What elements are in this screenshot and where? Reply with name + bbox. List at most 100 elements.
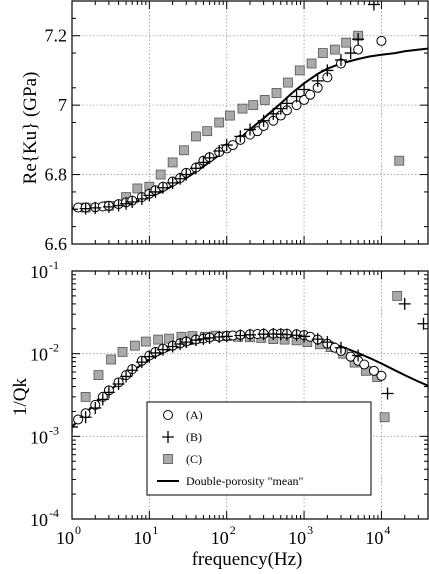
legend-box xyxy=(146,401,372,496)
x-tick-exponent: 1 xyxy=(152,523,158,537)
y-tick-label: 10 xyxy=(30,345,48,365)
legend-label-line: Double-porosity "mean" xyxy=(186,474,304,488)
x-tick-label: 10 xyxy=(56,528,74,548)
point-b xyxy=(197,156,210,169)
point-b xyxy=(267,107,280,120)
point-c xyxy=(271,88,282,98)
point-b xyxy=(143,189,156,202)
point-b xyxy=(102,200,115,213)
panel-re-ku: 6.6 6.8 7 7.2 xyxy=(45,0,429,254)
y-tick-label: 10 xyxy=(30,262,48,282)
point-c xyxy=(80,391,91,402)
point-b xyxy=(79,202,92,215)
point-b xyxy=(120,370,133,383)
point-a xyxy=(368,365,379,376)
point-b xyxy=(203,151,216,164)
point-c xyxy=(117,347,128,357)
point-c xyxy=(294,65,305,76)
point-b xyxy=(96,393,109,406)
point-b xyxy=(367,1,380,11)
point-c xyxy=(248,100,259,111)
legend-marker-c xyxy=(163,454,173,464)
point-b xyxy=(417,317,428,330)
x-tick-label: 10 xyxy=(365,528,383,548)
point-c xyxy=(379,412,390,423)
point-a xyxy=(345,351,356,362)
y-tick-label: 10 xyxy=(30,427,48,447)
point-c xyxy=(317,48,328,58)
x-tick-label: 10 xyxy=(133,528,151,548)
point-b xyxy=(203,331,216,344)
point-c xyxy=(191,131,201,142)
point-b xyxy=(156,181,169,194)
point-b xyxy=(102,386,115,399)
point-b xyxy=(280,97,293,110)
point-c xyxy=(167,157,178,168)
point-b xyxy=(298,83,311,96)
point-b xyxy=(321,336,334,349)
plot-area xyxy=(72,290,428,433)
point-b xyxy=(166,176,179,189)
point-b xyxy=(72,203,78,216)
legend-marker-b xyxy=(162,431,174,443)
point-c xyxy=(283,77,293,88)
point-b xyxy=(189,334,202,347)
point-b xyxy=(135,356,148,369)
point-c xyxy=(259,95,270,105)
point-c xyxy=(140,336,151,347)
legend-label-b: (B) xyxy=(186,430,202,444)
y-tick-label: 10 xyxy=(30,510,48,530)
point-b xyxy=(234,130,247,143)
y-tick-label: 7 xyxy=(58,95,67,115)
point-b xyxy=(290,90,303,103)
plot-frame xyxy=(71,270,429,520)
y-axis-label-inverse-qk: 1/Qk xyxy=(10,378,31,417)
point-b xyxy=(135,192,148,205)
point-b xyxy=(220,330,233,343)
plot-area xyxy=(72,1,428,216)
point-b xyxy=(126,195,139,208)
point-b xyxy=(166,340,179,353)
point-b xyxy=(311,333,324,346)
point-b xyxy=(143,350,156,363)
point-b xyxy=(290,329,303,342)
point-b xyxy=(120,197,133,210)
point-a xyxy=(305,89,316,100)
point-a xyxy=(376,370,387,381)
x-tick-exponent: 3 xyxy=(307,523,313,537)
point-b xyxy=(334,54,347,67)
point-c xyxy=(237,103,248,114)
y-tick-exponent: -1 xyxy=(49,258,59,272)
x-tick-exponent: 4 xyxy=(384,523,390,537)
point-a xyxy=(359,359,370,370)
point-b xyxy=(149,346,162,359)
point-c xyxy=(202,126,213,137)
point-b xyxy=(398,297,411,310)
x-tick-exponent: 0 xyxy=(75,523,81,537)
point-b xyxy=(189,162,202,175)
point-c xyxy=(214,117,225,128)
point-b xyxy=(381,387,394,400)
y-tick-label: 6.8 xyxy=(45,165,68,185)
point-b xyxy=(311,74,324,87)
point-b xyxy=(321,64,334,77)
point-b xyxy=(174,172,187,185)
legend: (A) (B) (C) Double-porosity "mean" xyxy=(146,401,372,496)
point-b xyxy=(298,330,311,343)
y-axis-label-re-ku: Re{Ku} (GPa) xyxy=(20,72,41,185)
point-b xyxy=(352,349,365,362)
point-c xyxy=(106,354,116,365)
point-b xyxy=(274,102,287,115)
point-b xyxy=(174,337,187,350)
legend-label-c: (C) xyxy=(186,452,202,466)
y-tick-label: 7.2 xyxy=(45,26,68,46)
point-b xyxy=(89,201,102,214)
point-a xyxy=(376,35,387,46)
point-b xyxy=(89,402,102,415)
point-b xyxy=(257,114,270,127)
point-b xyxy=(112,377,125,390)
point-c xyxy=(155,169,166,180)
point-b xyxy=(180,168,193,181)
x-tick-label: 10 xyxy=(288,528,306,548)
